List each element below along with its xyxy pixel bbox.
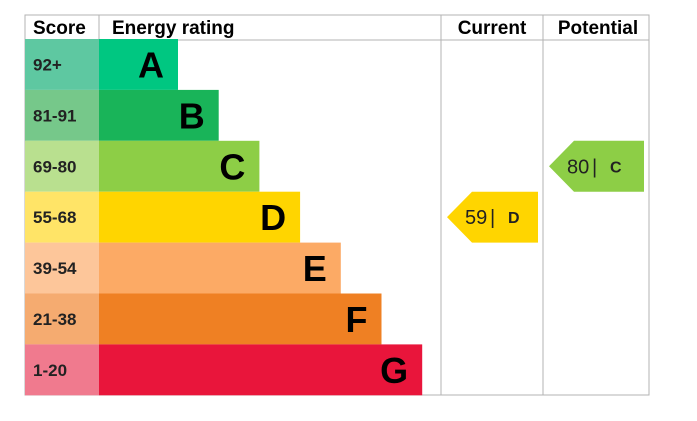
potential-rating-arrow-shape	[549, 140, 644, 192]
rating-letter: B	[179, 95, 205, 136]
score-label: 21-38	[33, 310, 76, 329]
rating-bar-d	[99, 191, 301, 243]
potential-rating-arrow-value: 80	[567, 156, 589, 178]
band-b: 81-91 B	[25, 89, 219, 141]
score-label: 69-80	[33, 157, 76, 176]
rating-bar-f	[99, 293, 382, 345]
current-rating-arrow-letter: D	[508, 210, 520, 227]
current-rating-arrow-separator: |	[490, 207, 495, 229]
score-label: 92+	[33, 55, 62, 74]
potential-rating-arrow-separator: |	[592, 156, 597, 178]
rating-bar-b	[99, 89, 219, 141]
rating-letter: C	[219, 146, 245, 187]
header-energy-rating: Energy rating	[112, 18, 234, 39]
current-rating-arrow-value: 59	[465, 207, 487, 229]
score-cell-f	[25, 293, 99, 345]
header-score: Score	[33, 18, 86, 39]
score-cell-b	[25, 89, 99, 141]
rating-bar-c	[99, 140, 260, 192]
rating-letter: A	[138, 44, 164, 85]
header-potential: Potential	[558, 18, 638, 39]
score-cell-a	[25, 39, 99, 90]
band-a: 92+ A	[25, 39, 178, 90]
band-f: 21-38 F	[25, 293, 382, 345]
potential-rating-arrow: 80 | C	[549, 140, 644, 192]
rating-letter: D	[260, 197, 286, 238]
score-cell-g	[25, 344, 99, 396]
score-cell-e	[25, 242, 99, 294]
rating-arrows: 59 | D80 | C	[447, 140, 644, 243]
score-label: 39-54	[33, 259, 77, 278]
potential-rating-arrow-letter: C	[610, 159, 622, 176]
rating-bar-a	[99, 39, 178, 90]
band-d: 55-68 D	[25, 191, 301, 243]
score-label: 1-20	[33, 361, 67, 380]
band-c: 69-80 C	[25, 140, 260, 192]
rating-letter: E	[303, 248, 327, 289]
rating-bar-e	[99, 242, 341, 294]
score-cell-d	[25, 191, 99, 243]
rating-letter: G	[380, 350, 408, 391]
current-rating-arrow: 59 | D	[447, 191, 538, 243]
score-cell-c	[25, 140, 99, 192]
rating-letter: F	[346, 299, 368, 340]
header-current: Current	[458, 18, 527, 39]
current-rating-arrow-shape	[447, 191, 538, 243]
rating-bar-g	[99, 344, 423, 396]
score-label: 55-68	[33, 208, 76, 227]
score-label: 81-91	[33, 106, 76, 125]
band-e: 39-54 E	[25, 242, 341, 294]
rating-bands: 92+ A 81-91 B 69-80 C 55-68 D 39-54 E 21-38 F 1-20 G	[25, 39, 423, 396]
band-g: 1-20 G	[25, 344, 423, 396]
